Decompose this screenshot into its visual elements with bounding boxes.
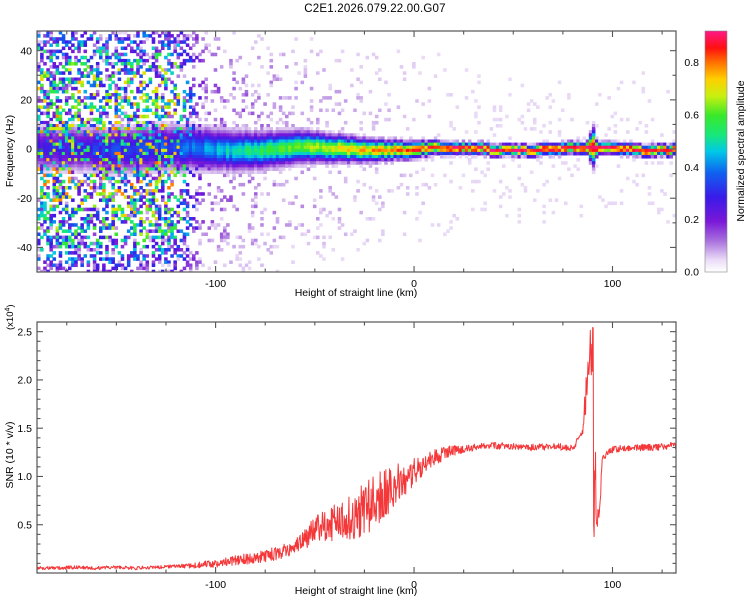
snr-panel: -100 0 100 0.5 1.0 1.5 2.0 2.5 Height of straig… bbox=[4, 304, 677, 597]
colorbar-tick-labels: 0.0 0.2 0.4 0.6 0.8 bbox=[684, 57, 699, 279]
svg-text:100: 100 bbox=[604, 579, 622, 591]
svg-text:0.6: 0.6 bbox=[684, 109, 699, 121]
svg-text:40: 40 bbox=[20, 45, 32, 57]
colorbar-gradient bbox=[705, 31, 727, 272]
svg-text:-20: -20 bbox=[17, 193, 32, 205]
svg-text:0.0: 0.0 bbox=[684, 267, 699, 279]
colorbar-label: Normalized spectral amplitude bbox=[735, 80, 747, 221]
svg-text:0.4: 0.4 bbox=[684, 162, 699, 174]
snr-tick-labels: -100 0 100 0.5 1.0 1.5 2.0 2.5 bbox=[17, 326, 621, 591]
svg-text:-100: -100 bbox=[205, 579, 226, 591]
snr-exponent-prefix: (x10 bbox=[5, 312, 16, 330]
svg-text:0.2: 0.2 bbox=[684, 214, 699, 226]
spectrogram-tick-labels: -100 0 100 40 20 0 -20 -40 bbox=[17, 45, 622, 290]
svg-text:0: 0 bbox=[411, 579, 417, 591]
snr-exponent-suffix: ) bbox=[5, 304, 16, 307]
svg-text:100: 100 bbox=[604, 278, 622, 290]
spectrogram-frame bbox=[36, 30, 677, 273]
spectrogram-xaxis-label: Height of straight line (km) bbox=[295, 287, 418, 299]
snr-exponent-label: (x104) bbox=[5, 304, 17, 330]
snr-yaxis-label: SNR (10 * v/v) bbox=[4, 421, 16, 488]
snr-ticks bbox=[37, 321, 676, 574]
svg-text:0: 0 bbox=[411, 278, 417, 290]
svg-text:(x104): (x104) bbox=[5, 304, 17, 330]
svg-text:-40: -40 bbox=[17, 242, 32, 254]
svg-text:0: 0 bbox=[26, 144, 32, 156]
spectrogram-image bbox=[37, 31, 676, 272]
snr-plot-area bbox=[37, 322, 676, 573]
svg-text:1.5: 1.5 bbox=[17, 423, 32, 435]
colorbar: 0.0 0.2 0.4 0.6 0.8 Normalized spectral ampl… bbox=[684, 30, 747, 279]
svg-text:20: 20 bbox=[20, 94, 32, 106]
svg-text:2.0: 2.0 bbox=[17, 375, 32, 387]
figure-title: C2E1.2026.079.22.00.G07 bbox=[304, 3, 446, 15]
snr-exponent-power: 4 bbox=[5, 308, 12, 312]
spectrogram-panel: -100 0 100 40 20 0 -20 -40 Height of straight l… bbox=[4, 30, 677, 299]
svg-text:1.0: 1.0 bbox=[17, 471, 32, 483]
spectrogram-yaxis-label: Frequency (Hz) bbox=[4, 115, 16, 187]
colorbar-frame bbox=[704, 30, 728, 273]
spectrogram-ticks bbox=[37, 31, 676, 273]
svg-text:2.5: 2.5 bbox=[17, 326, 32, 338]
svg-text:-100: -100 bbox=[205, 278, 226, 290]
svg-text:0.5: 0.5 bbox=[17, 519, 32, 531]
svg-text:0.8: 0.8 bbox=[684, 57, 699, 69]
snr-trace bbox=[37, 327, 676, 571]
snr-xaxis-label: Height of straight line (km) bbox=[295, 585, 418, 597]
